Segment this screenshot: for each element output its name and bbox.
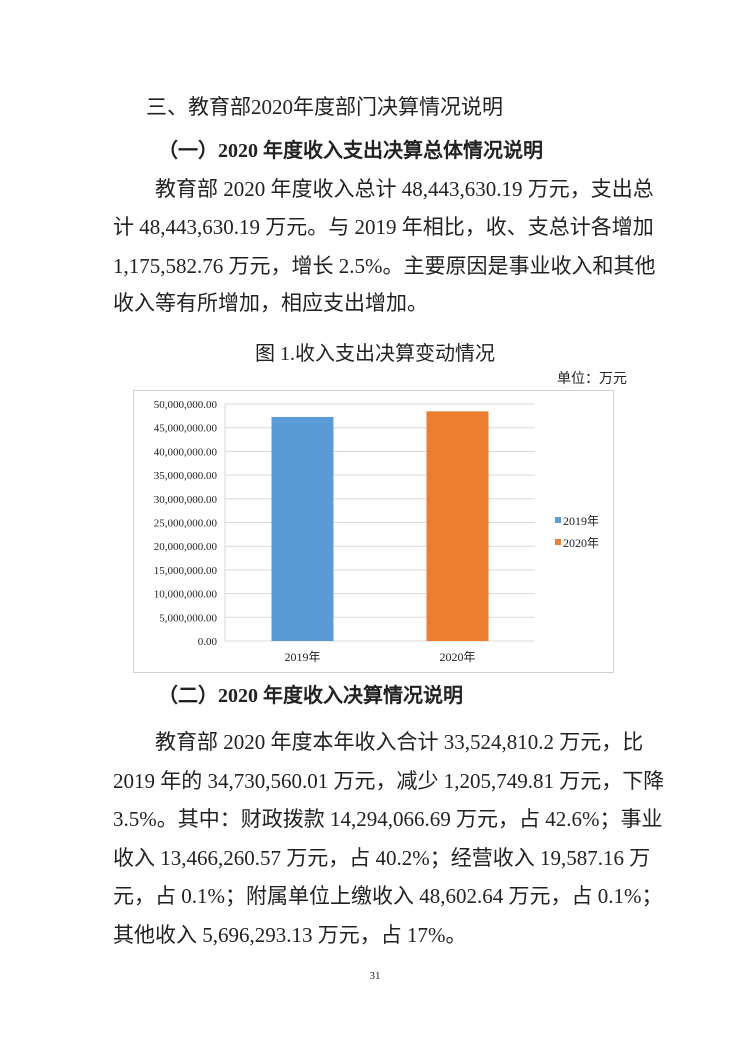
y-tick-label: 0.00 bbox=[198, 636, 218, 648]
paragraph-line: 教育部 2020 年度收入总计 48,443,630.19 万元，支出总 bbox=[113, 177, 654, 201]
unit-label: 单位：万元 bbox=[557, 372, 627, 387]
paragraph-line: 其他收入 5,696,293.13 万元，占 17%。 bbox=[113, 923, 467, 947]
y-tick-label: 35,000,000.00 bbox=[154, 470, 218, 482]
figure-caption: 图 1.收入支出决算变动情况 bbox=[255, 343, 495, 365]
paragraph-line: 3.5%。其中：财政拨款 14,294,066.69 万元，占 42.6%；事业 bbox=[113, 807, 663, 831]
x-tick-label: 2019年 bbox=[284, 650, 320, 664]
legend-label: 2020年 bbox=[563, 536, 599, 550]
paragraph-line: 元，占 0.1%；附属单位上缴收入 48,602.64 万元，占 0.1%； bbox=[113, 884, 663, 908]
legend-swatch bbox=[555, 539, 561, 545]
paragraph-line: 教育部 2020 年度本年收入合计 33,524,810.2 万元，比 bbox=[113, 730, 644, 754]
y-tick-label: 45,000,000.00 bbox=[154, 423, 218, 435]
y-tick-label: 25,000,000.00 bbox=[154, 518, 218, 530]
bar-2019年 bbox=[271, 416, 334, 641]
chart-frame bbox=[133, 390, 614, 673]
bar-2020年 bbox=[426, 411, 489, 641]
legend-swatch bbox=[555, 517, 561, 523]
legend-label: 2019年 bbox=[563, 514, 599, 528]
page-number: 31 bbox=[369, 970, 381, 982]
section-title: 三、教育部2020年度部门决算情况说明 bbox=[146, 95, 503, 119]
x-tick-label: 2020年 bbox=[439, 650, 475, 664]
subsection-1-title: （一）2020 年度收入支出决算总体情况说明 bbox=[158, 140, 543, 162]
y-tick-label: 50,000,000.00 bbox=[154, 399, 218, 411]
paragraph-line: 收入等有所增加，相应支出增加。 bbox=[113, 291, 428, 315]
y-tick-label: 10,000,000.00 bbox=[154, 589, 218, 601]
paragraph-line: 2019 年的 34,730,560.01 万元，减少 1,205,749.81… bbox=[113, 769, 665, 793]
subsection-2-title: （二）2020 年度收入决算情况说明 bbox=[158, 685, 463, 707]
paragraph-line: 1,175,582.76 万元，增长 2.5%。主要原因是事业收入和其他 bbox=[113, 254, 656, 278]
y-tick-label: 30,000,000.00 bbox=[154, 494, 218, 506]
y-tick-label: 40,000,000.00 bbox=[154, 446, 218, 458]
paragraph-line: 收入 13,466,260.57 万元，占 40.2%；经营收入 19,587.… bbox=[113, 846, 651, 870]
y-tick-label: 5,000,000.00 bbox=[159, 612, 217, 624]
bar-chart: 0.00 5,000,000.00 10,000,000.00 15,000,000.… bbox=[133, 390, 614, 673]
y-tick-label: 15,000,000.00 bbox=[154, 565, 218, 577]
y-tick-label: 20,000,000.00 bbox=[154, 541, 218, 553]
paragraph-line: 计 48,443,630.19 万元。与 2019 年相比，收、支总计各增加 bbox=[113, 215, 654, 239]
